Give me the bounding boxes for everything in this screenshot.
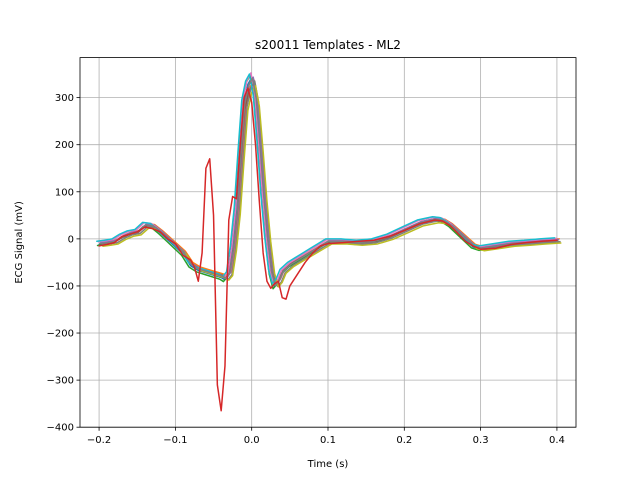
x-tick-label: 0.2 (396, 435, 412, 446)
axis-ticks: −0.2 −0.1 0.0 0.1 0.2 0.3 0.4 −400 −300 −200 −100 0… (47, 93, 565, 446)
plot-frame (79, 57, 577, 428)
x-axis-label: Time (s) (307, 459, 349, 470)
x-tick-label: 0.1 (320, 435, 336, 446)
chart-title: s20011 Templates - ML2 (255, 38, 401, 52)
template-series-line (100, 79, 560, 284)
grid-lines (80, 57, 576, 428)
y-tick-label: −400 (47, 423, 74, 434)
template-series-line (99, 77, 559, 287)
y-tick-label: −200 (47, 329, 74, 340)
template-series-line (99, 76, 560, 286)
x-tick-label: 0.4 (549, 435, 565, 446)
x-tick-label: 0.0 (244, 435, 260, 446)
template-series-line (102, 85, 562, 288)
template-series-line (99, 84, 559, 285)
y-tick-label: 0 (68, 234, 74, 245)
x-tick-label: 0.3 (473, 435, 489, 446)
y-tick-label: 200 (55, 140, 74, 151)
series-lines (96, 72, 562, 412)
template-series-line (97, 72, 557, 286)
template-series-line (96, 74, 557, 290)
y-tick-label: 100 (55, 187, 74, 198)
outlier-series-line (98, 87, 558, 412)
y-tick-label: −100 (47, 281, 74, 292)
template-series-line (101, 80, 561, 288)
x-tick-label: −0.2 (87, 435, 111, 446)
template-series-line (96, 73, 556, 285)
y-axis-label: ECG Signal (mV) (14, 201, 25, 284)
y-tick-label: 300 (55, 93, 74, 104)
x-tick-label: −0.1 (163, 435, 187, 446)
y-tick-label: −300 (47, 376, 74, 387)
